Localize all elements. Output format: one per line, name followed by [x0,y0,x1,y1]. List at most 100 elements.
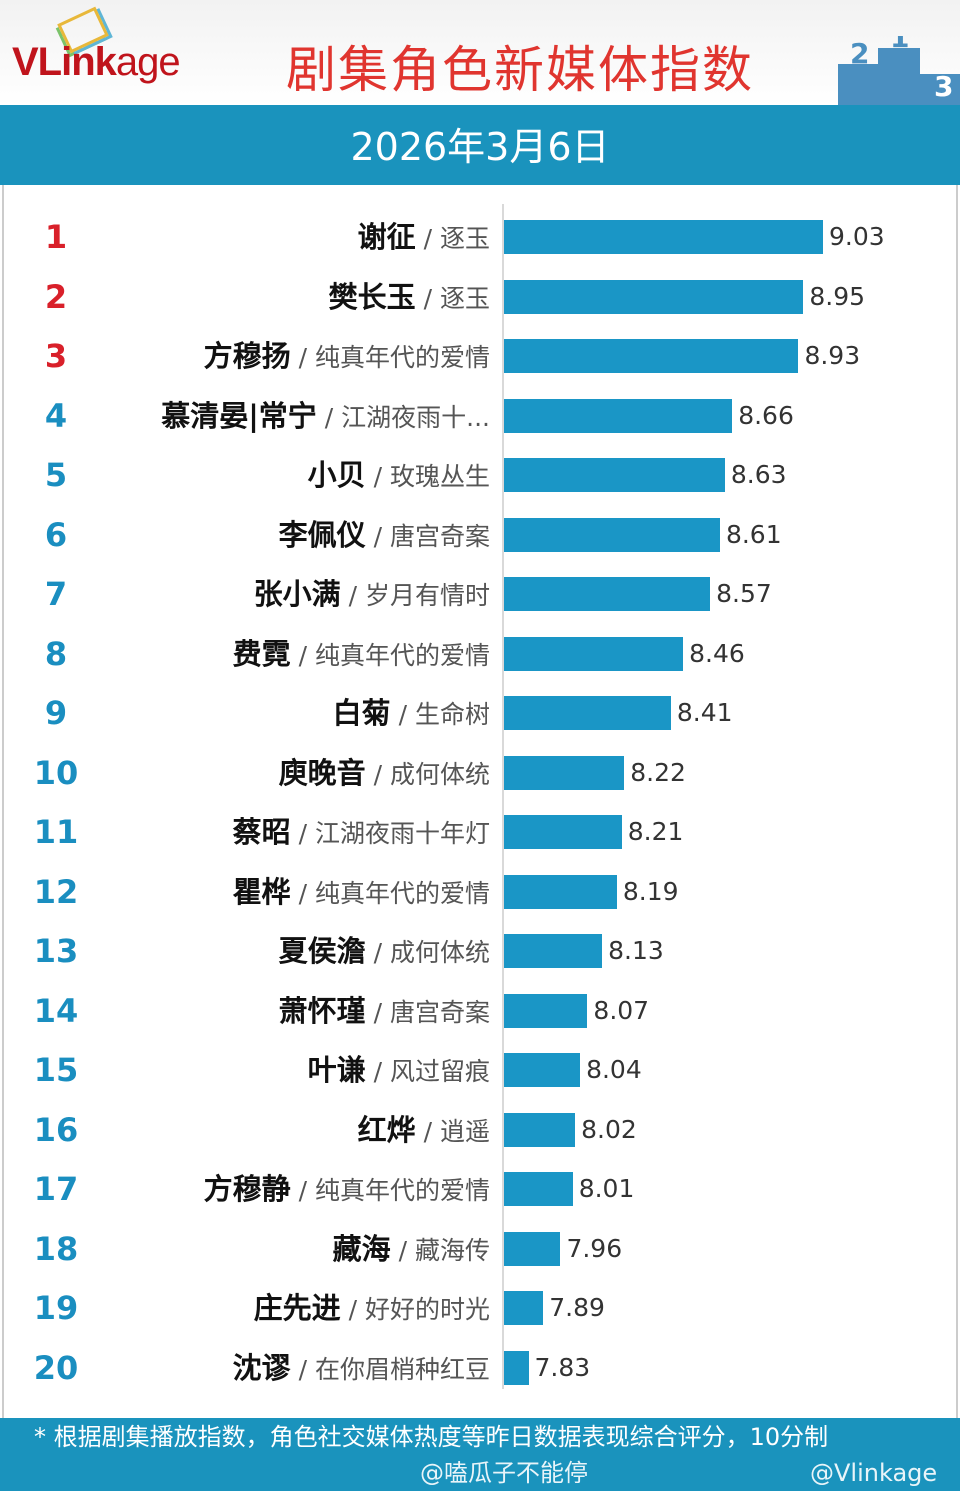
row-label: 瞿桦 / 纯真年代的爱情 [233,872,490,917]
value-label: 8.66 [738,400,794,430]
show-name: 逐玉 [439,224,490,253]
bar [504,934,603,968]
bar [504,339,799,373]
chart-row: 3 方穆扬 / 纯真年代的爱情 8.93 [0,336,960,376]
bar [504,1172,573,1206]
rank-number: 4 [44,396,68,435]
chart-row: 4 慕清晏|常宁 / 江湖夜雨十... 8.66 [0,396,960,436]
show-name: 纯真年代的爱情 [314,878,490,908]
bar [504,398,733,433]
row-label: 张小满 / 岁月有情时 [254,574,490,619]
rank-number: 8 [44,634,68,673]
bar [504,1350,529,1385]
podium-number-1: 1 [890,36,909,54]
row-label: 樊长玉 / 逐玉 [329,277,490,322]
show-name: 逍遥 [439,1116,490,1146]
chart-row: 15 叶谦 / 风过留痕 8.04 [0,1050,960,1090]
separator: / [398,700,408,729]
chart-row: 2 樊长玉 / 逐玉 8.95 [0,277,960,317]
character-name: 方穆静 [203,1172,291,1206]
logo-text-2: age [115,40,181,84]
value-label: 7.89 [549,1293,605,1322]
chart-row: 17 方穆静 / 纯真年代的爱情 8.01 [0,1169,960,1209]
chart-row: 8 费霓 / 纯真年代的爱情 8.46 [0,634,960,674]
character-name: 小贝 [307,458,366,492]
character-name: 叶谦 [307,1053,366,1087]
character-name: 方穆扬 [203,339,291,373]
row-label: 方穆扬 / 纯真年代的爱情 [204,336,490,381]
chart-row: 12 瞿桦 / 纯真年代的爱情 8.19 [0,872,960,912]
row-label: 叶谦 / 风过留痕 [308,1050,490,1095]
value-label: 8.02 [581,1114,637,1144]
chart-row: 11 蔡昭 / 江湖夜雨十年灯 8.21 [0,812,960,852]
rank-number: 10 [33,753,79,792]
show-name: 生命树 [414,700,490,729]
podium-number-2: 2 [850,37,869,70]
date-banner: 2026年3月6日 [0,105,960,185]
rank-number: 1 [44,218,68,256]
rank-number: 17 [33,1170,79,1208]
value-label: 8.95 [809,281,866,311]
footer-note: * 根据剧集播放指数，角色社交媒体热度等昨日数据表现综合评分，10分制 [34,1423,829,1451]
footer [0,1418,960,1491]
bar [504,1053,581,1087]
chart-row: 20 沈谬 / 在你眉梢种红豆 7.83 [0,1348,960,1388]
character-name: 庄先进 [253,1291,341,1325]
value-label: 8.46 [689,638,745,668]
value-label: 8.93 [804,341,861,370]
rank-number: 15 [33,1051,79,1089]
bar [504,874,617,909]
rank-number: 5 [44,456,68,494]
watermark-2: @Vlinkage [810,1459,938,1487]
character-name: 蔡昭 [232,815,291,849]
row-label: 李佩仪 / 唐宫奇案 [279,515,490,560]
rank-number: 14 [33,991,79,1030]
chart-row: 18 藏海 / 藏海传 7.96 [0,1229,960,1269]
chart-row: 14 萧怀瑾 / 唐宫奇案 8.07 [0,991,960,1031]
value-label: 8.04 [586,1055,642,1084]
rank-number: 3 [44,337,68,375]
character-name: 沈谬 [232,1350,291,1385]
rank-number: 16 [33,1110,79,1149]
row-label: 萧怀瑾 / 唐宫奇案 [279,991,490,1036]
separator: / [298,640,308,670]
show-name: 风过留痕 [389,1057,490,1086]
row-label: 蔡昭 / 江湖夜雨十年灯 [233,812,490,857]
bar [504,696,671,730]
separator: / [348,581,358,610]
show-name: 江湖夜雨十年灯 [314,819,490,848]
separator: / [298,878,308,908]
separator: / [423,1116,433,1146]
separator: / [324,402,334,432]
rank-number: 2 [44,277,68,316]
separator: / [373,938,383,967]
rank-number: 9 [44,694,68,732]
character-name: 谢征 [357,220,416,254]
row-label: 夏侯澹 / 成何体统 [279,931,490,976]
row-label: 沈谬 / 在你眉梢种红豆 [233,1348,490,1393]
separator: / [373,1057,383,1086]
separator: / [423,283,433,313]
separator: / [423,224,433,253]
bar [504,517,720,552]
character-name: 白菊 [332,696,391,730]
character-name: 张小满 [253,577,341,611]
show-name: 唐宫奇案 [389,997,490,1027]
row-label: 费霓 / 纯真年代的爱情 [233,634,490,679]
bar [504,993,588,1028]
row-label: 红烨 / 逍遥 [358,1110,490,1155]
value-label: 8.01 [578,1174,635,1203]
page-title: 剧集角色新媒体指数 [286,41,754,99]
bar [504,458,725,492]
chart-row: 13 夏侯澹 / 成何体统 8.13 [0,931,960,971]
separator: / [398,1235,408,1265]
separator: / [373,759,383,789]
show-name: 纯真年代的爱情 [314,343,490,372]
value-label: 7.96 [566,1233,623,1263]
bar [504,755,625,790]
chart-row: 7 张小满 / 岁月有情时 8.57 [0,574,960,614]
rank-number: 13 [33,932,79,970]
show-name: 玫瑰丛生 [389,462,490,491]
row-label: 谢征 / 逐玉 [358,217,490,262]
show-name: 纯真年代的爱情 [314,640,490,670]
